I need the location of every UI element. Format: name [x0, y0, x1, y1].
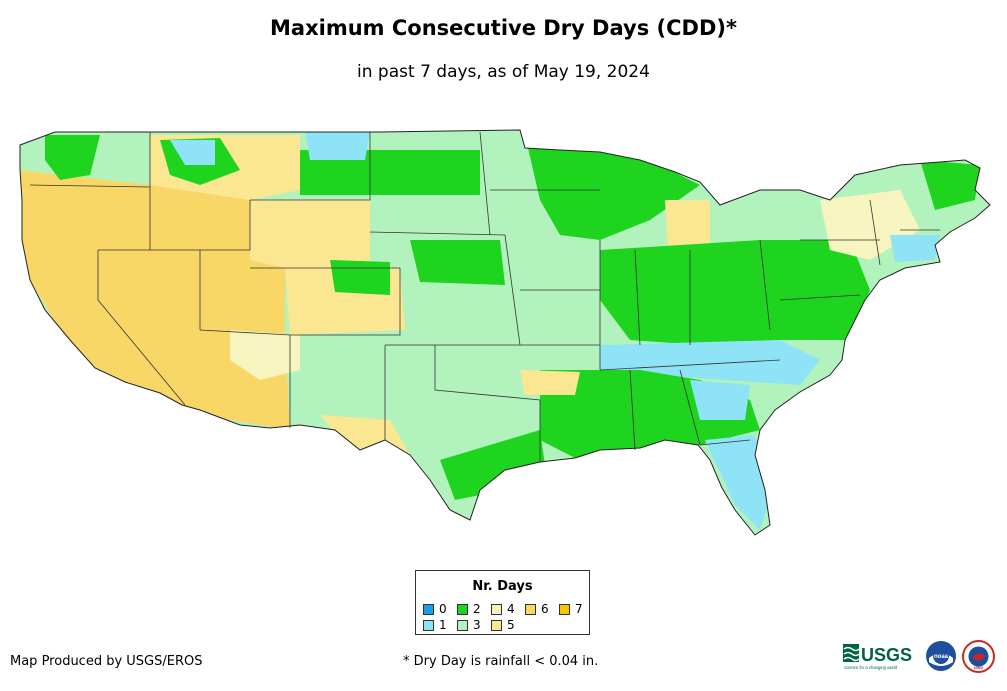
region-mn-1day	[305, 132, 370, 160]
legend-label: 3	[473, 618, 481, 632]
region-wa-green	[45, 135, 100, 180]
legend-item-3: 3	[457, 618, 481, 632]
legend-label: 1	[439, 618, 447, 632]
legend-swatch	[491, 603, 502, 615]
legend-title: Nr. Days	[472, 579, 533, 594]
legend-swatch	[457, 603, 468, 615]
region-sw-4day	[230, 330, 300, 380]
legend-item-0: 0	[423, 602, 447, 616]
legend-label: 4	[507, 602, 515, 616]
us-cdd-map	[19, 129, 991, 536]
legend-swatch	[491, 619, 502, 631]
legend-item-7: 7	[559, 602, 583, 616]
legend-item-6: 6	[525, 602, 549, 616]
noaa-logo-text: noaa	[934, 654, 949, 660]
legend-item-5: 5	[491, 618, 515, 632]
region-fl-1day	[705, 435, 770, 530]
legend-label: 7	[575, 602, 583, 616]
region-west-6day	[20, 170, 290, 430]
nws-logo-text: NWS	[974, 665, 984, 670]
region-tx-east-green	[440, 430, 545, 500]
usgs-logo-tagline: science for a changing world	[844, 665, 898, 670]
legend-item-2: 2	[457, 602, 481, 616]
region-ne-green	[410, 240, 505, 285]
legend-swatch	[457, 619, 468, 631]
region-wyoming-5day	[250, 200, 370, 270]
dry-day-footnote: * Dry Day is rainfall < 0.04 in.	[403, 654, 599, 669]
legend-label: 6	[541, 602, 549, 616]
legend-swatch	[423, 603, 434, 615]
legend-label: 0	[439, 602, 447, 616]
region-ub-green	[525, 135, 700, 240]
region-nd-green	[300, 150, 480, 195]
region-ga-1day	[690, 380, 750, 420]
legend-swatch	[525, 603, 536, 615]
legend-label: 2	[473, 602, 481, 616]
legend-item-1: 1	[423, 618, 447, 632]
usgs-logo-text: USGS	[861, 645, 912, 665]
us-outline	[19, 129, 991, 536]
nws-logo: NWS	[962, 640, 995, 673]
region-ne-1day	[890, 235, 940, 262]
map-title: Maximum Consecutive Dry Days (CDD)*	[270, 16, 737, 40]
noaa-logo: noaa	[926, 641, 956, 671]
region-ne-green-2	[330, 260, 390, 295]
legend-swatch	[423, 619, 434, 631]
region-ohio-green	[600, 240, 870, 345]
legend-swatch	[559, 603, 570, 615]
map-subtitle: in past 7 days, as of May 19, 2024	[357, 62, 650, 82]
legend-item-4: 4	[491, 602, 515, 616]
region-mi-5day	[665, 200, 710, 250]
legend-label: 5	[507, 618, 515, 632]
region-mt-1day	[170, 140, 215, 165]
map-credit: Map Produced by USGS/EROS	[10, 654, 203, 669]
region-ok-5day	[520, 370, 580, 395]
state-boundaries	[29, 131, 940, 462]
region-maine-green	[920, 160, 980, 210]
usgs-logo: USGS science for a changing world	[843, 644, 912, 670]
legend: Nr. Days 0 1 2 3 4 5 6 7	[415, 570, 590, 635]
